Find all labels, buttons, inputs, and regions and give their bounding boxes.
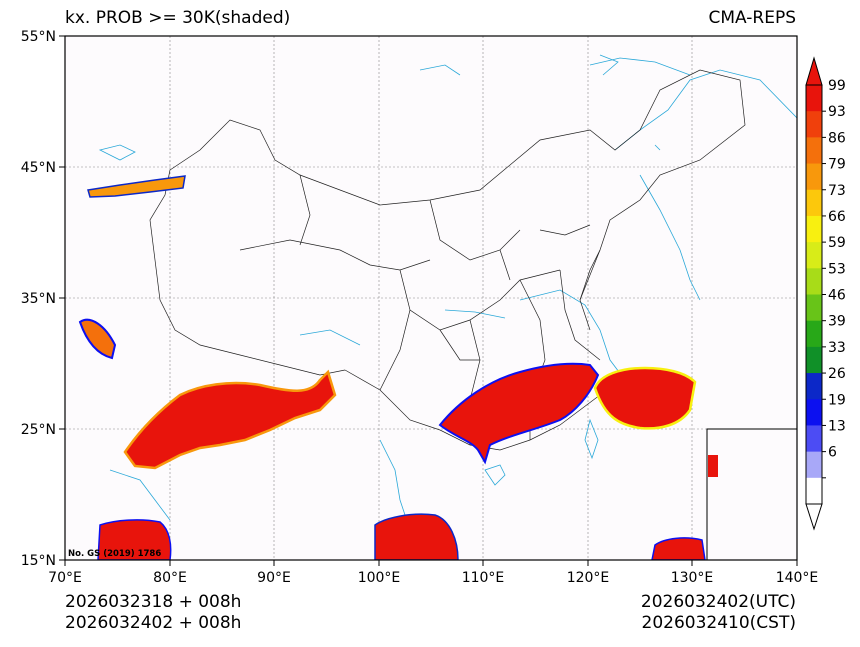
- colorbar-segment: [806, 294, 822, 322]
- boundaries: [149, 69, 746, 451]
- valid-time-utc: 2026032402(UTC): [640, 592, 796, 612]
- init-time-cst: 2026032402 + 008h: [65, 613, 242, 633]
- colorbar-label: 33: [828, 340, 846, 356]
- colorbar-label: 19: [828, 392, 846, 408]
- colorbar-segment: [806, 111, 822, 138]
- probability-shading: [78, 175, 718, 560]
- colorbar-label: 59: [828, 235, 846, 251]
- colorbar-segment: [806, 477, 822, 505]
- model-name: CMA-REPS: [708, 8, 796, 28]
- colorbar-label: 73: [828, 183, 846, 199]
- colorbar-label: 66: [828, 209, 846, 225]
- colorbar-label: 93: [828, 104, 846, 120]
- colorbar-label: 26: [828, 366, 846, 382]
- colorbar-segment: [806, 85, 822, 112]
- init-time-utc: 2026032318 + 008h: [65, 592, 242, 612]
- colorbar-label: 6: [828, 445, 837, 461]
- colorbar-segment: [806, 399, 822, 426]
- lon-label: 70°E: [48, 570, 82, 586]
- inset-box: [706, 428, 797, 560]
- valid-time: 2026032402(UTC) 2026032410(CST): [641, 592, 796, 634]
- colorbar-label: 99: [828, 78, 846, 94]
- lon-label: 90°E: [257, 570, 291, 586]
- colorbar-segment: [806, 268, 822, 295]
- lon-label: 100°E: [358, 570, 401, 586]
- colorbar-segment: [806, 163, 822, 191]
- colorbar-segment: [806, 215, 822, 243]
- lon-label: 80°E: [153, 570, 187, 586]
- colorbar-segment: [806, 320, 822, 348]
- map-figure: No. GS (2019) 1786 55°N 45°N 35°N 25°N 1…: [21, 29, 846, 586]
- colorbar-segment: [806, 346, 822, 374]
- lat-label: 45°N: [21, 160, 56, 176]
- colorbar-label: 79: [828, 157, 846, 173]
- init-time: 2026032318 + 008h 2026032402 + 008h: [65, 592, 241, 634]
- lon-label: 140°E: [776, 570, 819, 586]
- colorbar-segment: [806, 451, 822, 479]
- attribution: No. GS (2019) 1786: [68, 549, 161, 559]
- map-title: kx. PROB >= 30K(shaded): [65, 8, 291, 28]
- lon-label: 110°E: [462, 570, 505, 586]
- ticks: [59, 35, 798, 566]
- lon-label: 120°E: [567, 570, 610, 586]
- colorbar-segment: [806, 425, 822, 453]
- colorbar-segment: [806, 189, 822, 217]
- valid-time-cst: 2026032410(CST): [641, 613, 796, 633]
- colorbar-label: 86: [828, 130, 846, 146]
- lat-label: 55°N: [21, 29, 56, 45]
- lat-labels: 55°N 45°N 35°N 25°N 15°N: [21, 29, 56, 569]
- colorbar: 99 93 86 79 73 66 59 53 46 39 33 26 19 13 6: [805, 56, 846, 531]
- colorbar-label: 39: [828, 314, 846, 330]
- lat-label: 25°N: [21, 422, 56, 438]
- lat-label: 15°N: [21, 553, 56, 569]
- colorbar-segment: [806, 242, 822, 269]
- colorbar-label: 46: [828, 288, 846, 304]
- lon-labels: 70°E 80°E 90°E 100°E 110°E 120°E 130°E 1…: [48, 570, 818, 586]
- lon-label: 130°E: [671, 570, 714, 586]
- lat-label: 35°N: [21, 291, 56, 307]
- colorbar-bottom-arrow: [805, 503, 823, 531]
- colorbar-label: 13: [828, 418, 846, 434]
- colorbar-segment: [806, 373, 822, 400]
- colorbar-top-arrow: [805, 56, 823, 86]
- colorbar-segment: [806, 137, 822, 165]
- colorbar-label: 53: [828, 261, 846, 277]
